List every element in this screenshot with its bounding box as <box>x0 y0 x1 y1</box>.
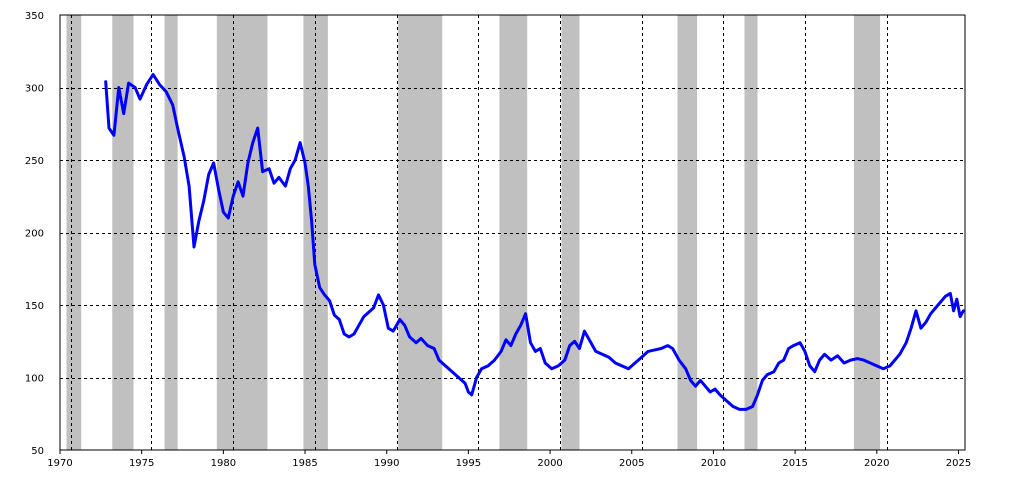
y-tick-label: 350 <box>25 11 44 22</box>
shaded-periods <box>66 15 881 450</box>
shaded-period <box>853 15 881 450</box>
x-tick-label: 2005 <box>619 458 644 469</box>
series-line <box>104 73 965 411</box>
horizontal-gridlines <box>60 88 965 379</box>
x-tick-label: 2010 <box>701 458 726 469</box>
shaded-period <box>112 15 134 450</box>
x-tick-label: 1970 <box>47 458 72 469</box>
shaded-period <box>398 15 443 450</box>
x-tick-label: 1995 <box>456 458 481 469</box>
plot-frame <box>59 14 966 451</box>
y-tick-label: 50 <box>31 446 44 457</box>
y-tick-label: 150 <box>25 301 44 312</box>
x-tick-label: 2015 <box>782 458 807 469</box>
x-tick-label: 2020 <box>864 458 889 469</box>
shaded-period <box>164 15 178 450</box>
x-tick-label: 2000 <box>537 458 562 469</box>
shaded-period <box>216 15 268 450</box>
shaded-period <box>744 15 758 450</box>
shaded-period <box>499 15 528 450</box>
shaded-period <box>677 15 698 450</box>
x-tick-label: 1985 <box>292 458 317 469</box>
x-tick-label: 1980 <box>211 458 236 469</box>
shaded-period <box>561 15 580 450</box>
vertical-gridlines <box>71 15 888 450</box>
y-tick-label: 300 <box>25 84 44 95</box>
y-tick-label: 250 <box>25 156 44 167</box>
y-tick-label: 100 <box>25 374 44 385</box>
y-axis: 50 100 150 200 250 300 350 <box>25 11 44 457</box>
x-tick-label: 1990 <box>374 458 399 469</box>
y-tick-label: 200 <box>25 229 44 240</box>
x-tick-label: 1975 <box>129 458 154 469</box>
series-layer <box>104 73 965 411</box>
x-tick-label: 2025 <box>946 458 971 469</box>
x-axis: 1970 1975 1980 1985 1990 1995 2000 2005 2010 2015… <box>47 450 971 469</box>
shaded-period <box>66 15 82 450</box>
